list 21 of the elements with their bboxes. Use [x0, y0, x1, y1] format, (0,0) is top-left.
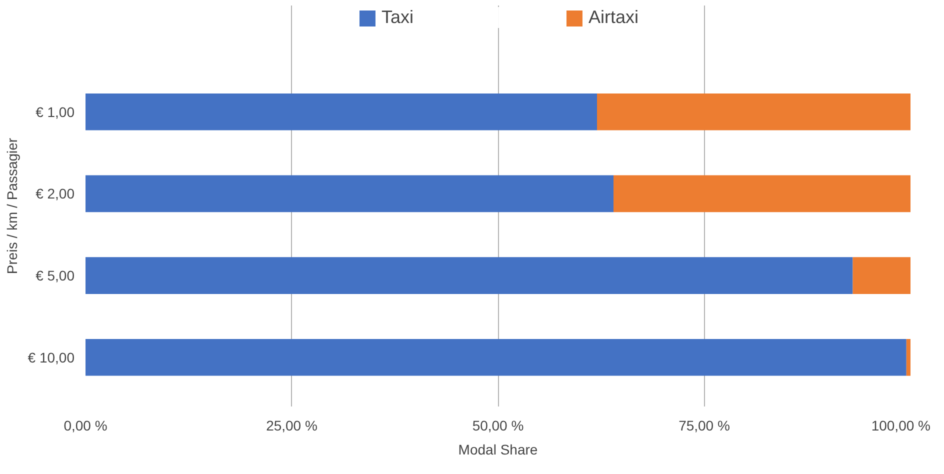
bar — [86, 93, 597, 130]
bar — [597, 93, 910, 130]
y-tick-label: € 5,00 — [36, 268, 75, 284]
x-axis-title: Modal Share — [458, 442, 538, 458]
bar — [852, 257, 910, 294]
x-tick-label: 75,00 % — [678, 418, 730, 434]
legend-label: Taxi — [381, 7, 414, 28]
x-tick-label: 0,00 % — [64, 418, 108, 434]
bar — [86, 175, 614, 212]
x-tick-label: 50,00 % — [472, 418, 524, 434]
bar — [614, 175, 910, 212]
y-tick-label: € 1,00 — [36, 104, 75, 120]
bar — [906, 338, 910, 376]
x-tick-label: 100,00 % — [871, 418, 931, 434]
y-tick-label: € 2,00 — [36, 186, 75, 202]
y-tick-label: € 10,00 — [28, 349, 75, 366]
bar — [86, 338, 906, 376]
y-axis-title: Preis / km / Passagier — [4, 138, 20, 274]
x-tick-label: 25,00 % — [266, 418, 318, 434]
bar — [86, 257, 853, 294]
legend-label: Airtaxi — [588, 7, 639, 28]
